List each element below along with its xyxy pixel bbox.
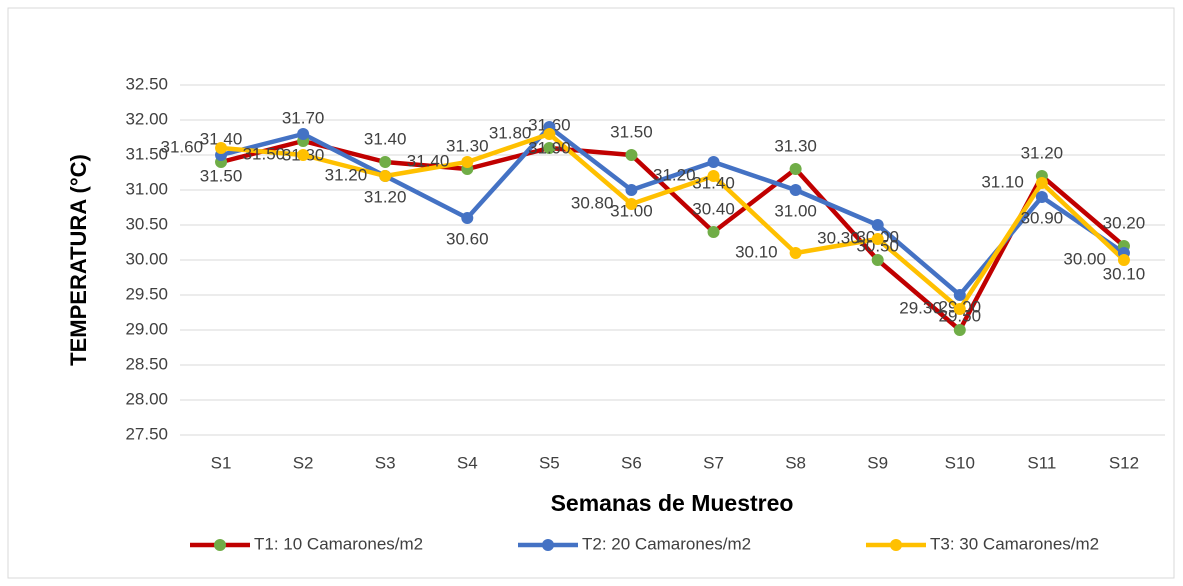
data-point: [1035, 191, 1048, 203]
x-tick-label: S11: [1027, 453, 1056, 472]
data-label: 31.90: [528, 138, 571, 157]
data-label: 31.20: [1021, 143, 1064, 162]
data-label: 31.30: [774, 136, 817, 155]
data-point: [953, 303, 966, 315]
data-point: [789, 184, 802, 196]
data-point: [625, 149, 638, 161]
x-tick-label: S2: [293, 453, 314, 472]
y-tick-label: 29.00: [125, 319, 168, 338]
data-point: [707, 156, 720, 168]
data-point: [871, 219, 884, 231]
y-tick-label: 27.50: [125, 424, 168, 443]
y-tick-label: 32.50: [125, 74, 168, 93]
data-label: 31.20: [364, 187, 407, 206]
x-tick-label: S5: [539, 453, 560, 472]
data-point: [461, 212, 474, 224]
data-point: [1035, 177, 1048, 189]
data-label: 31.10: [981, 172, 1024, 191]
data-point: [543, 142, 556, 154]
data-label: 31.80: [489, 123, 532, 142]
data-label: 30.10: [1103, 264, 1146, 283]
data-label: 30.40: [692, 199, 735, 218]
legend-label: T2: 20 Camarones/m2: [582, 534, 751, 553]
data-label: 31.50: [610, 122, 653, 141]
y-axis-title: TEMPERATURA (°C): [66, 154, 91, 366]
data-label: 30.50: [856, 236, 899, 255]
legend-label: T1: 10 Camarones/m2: [254, 534, 423, 553]
x-axis-title: Semanas de Muestreo: [551, 490, 794, 516]
data-point: [871, 254, 884, 266]
data-label: 31.50: [200, 166, 243, 185]
x-tick-label: S6: [621, 453, 642, 472]
data-label: 31.40: [364, 129, 407, 148]
series-line: [220, 138, 1126, 333]
legend-label: T3: 30 Camarones/m2: [930, 534, 1099, 553]
y-tick-label: 29.50: [125, 284, 168, 303]
data-label: 31.40: [200, 129, 243, 148]
y-tick-label: 30.00: [125, 249, 168, 268]
data-label: 30.60: [446, 229, 489, 248]
y-tick-label: 31.50: [125, 144, 168, 163]
data-point: [953, 289, 966, 301]
y-tick-label: 32.00: [125, 109, 168, 128]
x-tick-label: S7: [703, 453, 724, 472]
data-label: 30.00: [1063, 249, 1106, 268]
data-label: 31.40: [692, 173, 735, 192]
legend-marker: [890, 539, 902, 551]
y-tick-label: 28.50: [125, 354, 168, 373]
x-tick-label: S9: [867, 453, 888, 472]
x-tick-label: S1: [211, 453, 232, 472]
data-label: 30.10: [735, 242, 778, 261]
data-label: 31.60: [160, 137, 203, 156]
legend-marker: [542, 539, 554, 551]
data-point: [297, 149, 310, 161]
data-label: 31.00: [610, 201, 653, 220]
data-point: [707, 170, 720, 182]
legend-marker: [214, 539, 226, 551]
data-point: [707, 226, 720, 238]
data-label: 30.20: [1103, 213, 1146, 232]
y-tick-label: 31.00: [125, 179, 168, 198]
x-tick-label: S10: [945, 453, 975, 472]
x-tick-label: S4: [457, 453, 478, 472]
data-label: 29.50: [939, 306, 982, 325]
data-label: 31.70: [282, 108, 325, 127]
data-point: [1117, 254, 1130, 266]
data-label: 30.30: [817, 228, 860, 247]
data-label: 31.50: [243, 144, 286, 163]
x-tick-label: S8: [785, 453, 806, 472]
data-label: 31.20: [325, 165, 368, 184]
x-tick-label: S3: [375, 453, 396, 472]
data-point: [625, 198, 638, 210]
y-tick-label: 30.50: [125, 214, 168, 233]
data-point: [297, 128, 310, 140]
data-point: [461, 156, 474, 168]
data-label: 31.00: [774, 201, 817, 220]
series-line: [220, 124, 1126, 298]
x-tick-label: S12: [1109, 453, 1139, 472]
data-point: [789, 247, 802, 259]
series-line: [220, 131, 1126, 312]
data-label: 31.40: [407, 151, 450, 170]
data-label: 31.20: [653, 165, 696, 184]
data-point: [871, 233, 884, 245]
data-label: 29.30: [899, 298, 942, 317]
data-point: [953, 324, 966, 336]
data-label: 30.80: [571, 193, 614, 212]
data-point: [215, 142, 228, 154]
data-point: [543, 128, 556, 140]
data-point: [625, 184, 638, 196]
data-label: 31.30: [446, 136, 489, 155]
data-point: [379, 156, 392, 168]
data-point: [379, 170, 392, 182]
data-label: 30.90: [1021, 208, 1064, 227]
y-tick-label: 28.00: [125, 389, 168, 408]
data-point: [789, 163, 802, 175]
